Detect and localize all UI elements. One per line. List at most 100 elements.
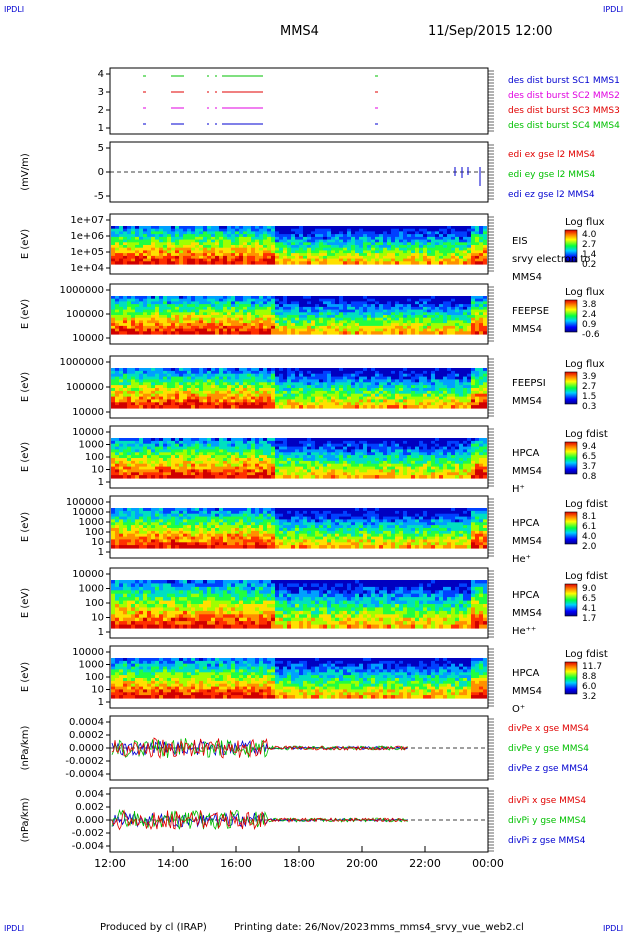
heatmap-cell: [175, 452, 179, 456]
heatmap-cell: [171, 304, 175, 308]
heatmap-cell: [315, 460, 319, 465]
heatmap-cell: [119, 382, 123, 386]
heatmap-cell: [247, 475, 251, 479]
heatmap-cell: [295, 405, 299, 409]
heatmap-cell: [415, 236, 419, 241]
heatmap-cell: [311, 376, 315, 381]
heatmap-cell: [271, 460, 275, 465]
heatmap-cell: [435, 315, 439, 319]
heatmap-cell: [163, 325, 167, 330]
heatmap-cell: [191, 234, 195, 238]
heatmap-cell: [451, 328, 455, 332]
heatmap-cell: [319, 446, 323, 451]
heatmap-cell: [279, 245, 283, 249]
colorbar-tick: -0.6: [582, 330, 600, 340]
heatmap-cell: [259, 323, 263, 327]
heatmap-cell: [235, 301, 239, 305]
colorbar-tick: 1.4: [582, 250, 597, 260]
heatmap-cell: [243, 440, 247, 445]
heatmap-cell: [459, 298, 463, 302]
heatmap-cell: [335, 228, 339, 232]
heatmap-cell: [147, 388, 151, 392]
heatmap-cell: [155, 475, 159, 479]
heatmap-cell: [303, 472, 307, 476]
heatmap-cell: [355, 228, 359, 232]
heatmap-cell: [143, 296, 147, 300]
heatmap-cell: [303, 475, 307, 479]
heatmap-cell: [371, 382, 375, 386]
heatmap-cell: [331, 399, 335, 403]
heatmap-cell: [463, 402, 467, 406]
heatmap-cell: [479, 234, 483, 238]
heatmap-cell: [263, 245, 267, 249]
heatmap-cell: [315, 258, 319, 262]
heatmap-cell: [399, 236, 403, 241]
heatmap-cell: [259, 234, 263, 238]
heatmap-cell: [215, 255, 219, 260]
heatmap-cell: [303, 325, 307, 330]
heatmap-cell: [175, 331, 179, 335]
heatmap-cell: [471, 402, 475, 406]
heatmap-cell: [347, 298, 351, 302]
heatmap-cell: [283, 458, 287, 462]
heatmap-cell: [239, 250, 243, 254]
heatmap-cell: [199, 373, 203, 378]
heatmap-cell: [243, 443, 247, 448]
heatmap-cell: [307, 242, 311, 246]
heatmap-cell: [379, 296, 383, 300]
heatmap-cell: [407, 226, 411, 230]
heatmap-cell: [143, 239, 147, 243]
heatmap-cell: [479, 301, 483, 305]
heatmap-cell: [291, 245, 295, 249]
heatmap-cell: [183, 253, 187, 257]
heatmap-cell: [451, 306, 455, 311]
ytick-label: -5: [94, 191, 104, 202]
heatmap-cell: [431, 296, 435, 300]
heatmap-cell: [159, 379, 163, 383]
heatmap-cell: [223, 312, 227, 316]
heatmap-cell: [355, 301, 359, 305]
heatmap-cell: [151, 379, 155, 383]
heatmap-cell: [263, 399, 267, 403]
heatmap-cell: [415, 234, 419, 238]
heatmap-cell: [319, 247, 323, 251]
heatmap-cell: [351, 373, 355, 378]
heatmap-cell: [175, 231, 179, 235]
heatmap-cell: [291, 261, 295, 265]
heatmap-cell: [171, 370, 175, 375]
heatmap-cell: [135, 315, 139, 319]
heatmap-cell: [151, 242, 155, 246]
ytick-label: 10000: [72, 427, 104, 438]
heatmap-cell: [175, 376, 179, 381]
heatmap-cell: [331, 475, 335, 479]
heatmap-cell: [475, 396, 479, 401]
heatmap-cell: [187, 368, 191, 372]
heatmap-cell: [455, 312, 459, 316]
heatmap-cell: [327, 390, 331, 395]
heatmap-cell: [375, 312, 379, 316]
heatmap-cell: [315, 298, 319, 302]
heatmap-cell: [339, 443, 343, 448]
heatmap-cell: [323, 296, 327, 300]
heatmap-cell: [371, 245, 375, 249]
heatmap-cell: [443, 393, 447, 398]
heatmap-cell: [155, 258, 159, 262]
heatmap-cell: [479, 396, 483, 401]
heatmap-cell: [143, 261, 147, 265]
heatmap-cell: [275, 245, 279, 249]
heatmap-cell: [303, 236, 307, 241]
heatmap-cell: [423, 373, 427, 378]
heatmap-cell: [255, 469, 259, 473]
heatmap-cell: [419, 325, 423, 330]
heatmap-cell: [227, 242, 231, 246]
heatmap-cell: [211, 396, 215, 401]
heatmap-cell: [187, 231, 191, 235]
heatmap-cell: [155, 296, 159, 300]
heatmap-cell: [391, 226, 395, 230]
heatmap-cell: [159, 258, 163, 262]
heatmap-cell: [439, 370, 443, 375]
heatmap-cell: [147, 298, 151, 302]
heatmap-cell: [399, 253, 403, 257]
heatmap-cell: [407, 239, 411, 243]
heatmap-cell: [147, 455, 151, 459]
